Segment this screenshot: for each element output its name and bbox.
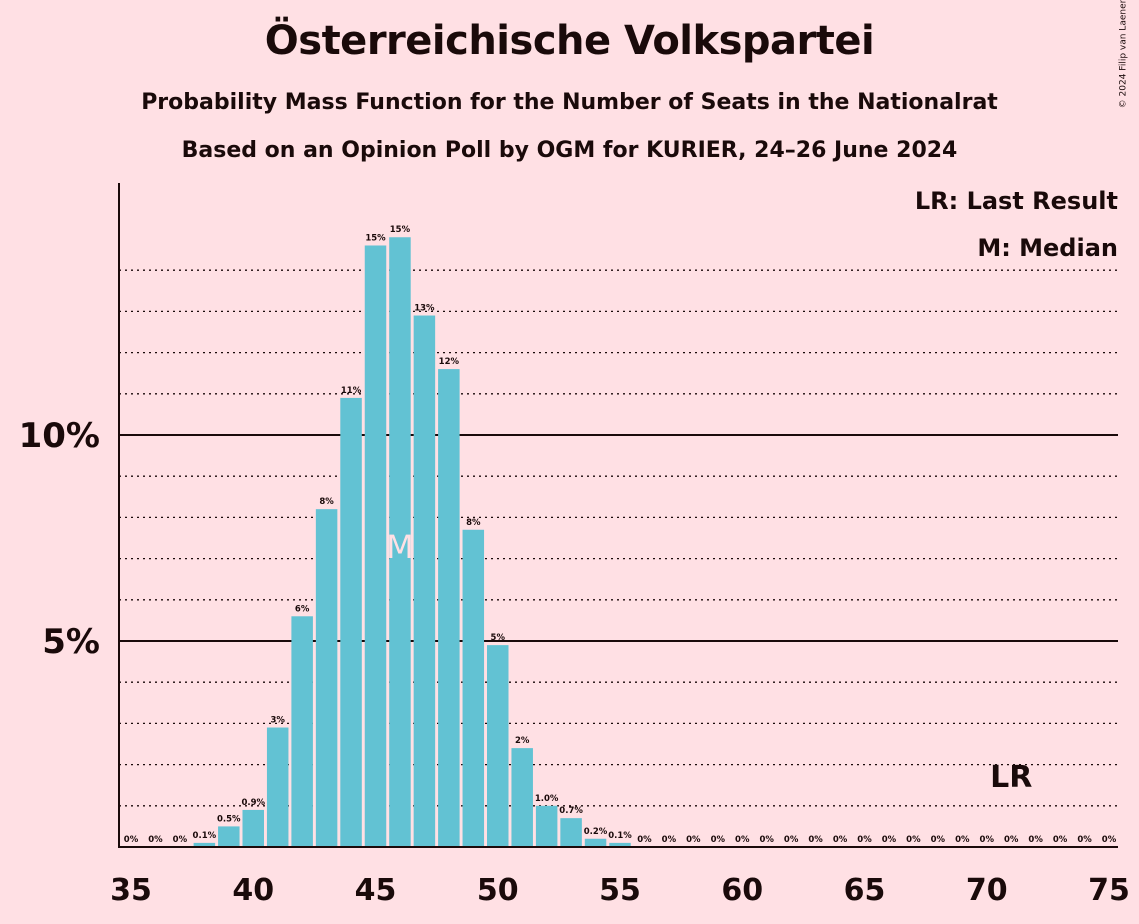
bar-label-seat-75: 0% [1102,835,1117,845]
bar-label-seat-60: 0% [735,835,750,845]
bar-seat-40 [243,810,265,847]
bar-seat-41 [267,728,289,847]
bar-seat-44 [340,398,362,847]
x-tick-label: 60 [721,873,763,908]
bar-label-seat-48: 12% [439,357,460,367]
bar-label-seat-47: 13% [414,304,435,314]
x-tick-label: 45 [355,873,397,908]
x-tick-label: 65 [844,873,886,908]
bar-label-seat-36: 0% [148,835,163,845]
x-tick-label: 35 [110,873,152,908]
bar-label-seat-45: 15% [365,233,386,243]
bar-label-seat-66: 0% [882,835,897,845]
bar-label-seat-55: 0.1% [608,831,632,841]
bar-seat-42 [291,616,313,847]
bar-label-seat-57: 0% [662,835,677,845]
bar-label-seat-56: 0% [637,835,652,845]
bar-label-seat-67: 0% [906,835,921,845]
bar-label-seat-59: 0% [711,835,726,845]
legend-median: M: Median [977,234,1118,262]
last-result-marker: LR [990,760,1032,795]
x-tick-label: 50 [477,873,519,908]
bar-label-seat-63: 0% [808,835,823,845]
legend-last-result: LR: Last Result [915,187,1118,215]
bar-label-seat-72: 0% [1028,835,1043,845]
y-tick-label: 5% [42,622,100,662]
bar-label-seat-50: 5% [491,633,506,643]
bar-seat-51 [511,748,533,847]
bar-label-seat-54: 0.2% [584,827,608,837]
bar-label-seat-74: 0% [1077,835,1092,845]
bar-label-seat-39: 0.5% [217,814,241,824]
bar-seat-52 [536,806,558,847]
bar-label-seat-49: 8% [466,518,481,528]
bar-label-seat-62: 0% [784,835,799,845]
bar-label-seat-73: 0% [1053,835,1068,845]
bar-label-seat-53: 0.7% [559,806,583,816]
bar-label-seat-65: 0% [857,835,872,845]
gridlines [119,270,1118,806]
bar-label-seat-71: 0% [1004,835,1019,845]
bar-label-seat-61: 0% [759,835,774,845]
x-tick-label: 55 [599,873,641,908]
bar-label-seat-44: 11% [341,386,362,396]
bar-label-seat-68: 0% [931,835,946,845]
bar-label-seat-64: 0% [833,835,848,845]
bar-label-seat-40: 0.9% [241,798,265,808]
bar-label-seat-51: 2% [515,736,530,746]
bar-label-seat-46: 15% [390,225,411,235]
bar-label-seat-35: 0% [124,835,139,845]
bar-seat-39 [218,826,240,847]
bar-seat-47 [414,316,436,847]
bar-seat-53 [560,818,582,847]
bar-seat-50 [487,645,509,847]
median-marker: M [386,528,414,566]
bar-seat-48 [438,369,460,847]
bar-label-seat-70: 0% [980,835,995,845]
bar-label-seat-43: 8% [319,497,334,507]
x-tick-label: 40 [232,873,274,908]
bar-label-seat-52: 1.0% [535,794,559,804]
x-tick-label: 70 [966,873,1008,908]
bar-seat-54 [585,839,607,847]
y-tick-label: 10% [19,416,100,456]
bar-seat-43 [316,509,338,847]
bar-label-seat-42: 6% [295,604,310,614]
x-tick-label: 75 [1088,873,1130,908]
bar-label-seat-37: 0% [173,835,188,845]
bar-seat-49 [463,530,485,847]
bar-label-seat-41: 3% [270,716,285,726]
bar-seat-45 [365,245,387,847]
bar-label-seat-38: 0.1% [193,831,217,841]
bar-label-seat-58: 0% [686,835,701,845]
bar-label-seat-69: 0% [955,835,970,845]
